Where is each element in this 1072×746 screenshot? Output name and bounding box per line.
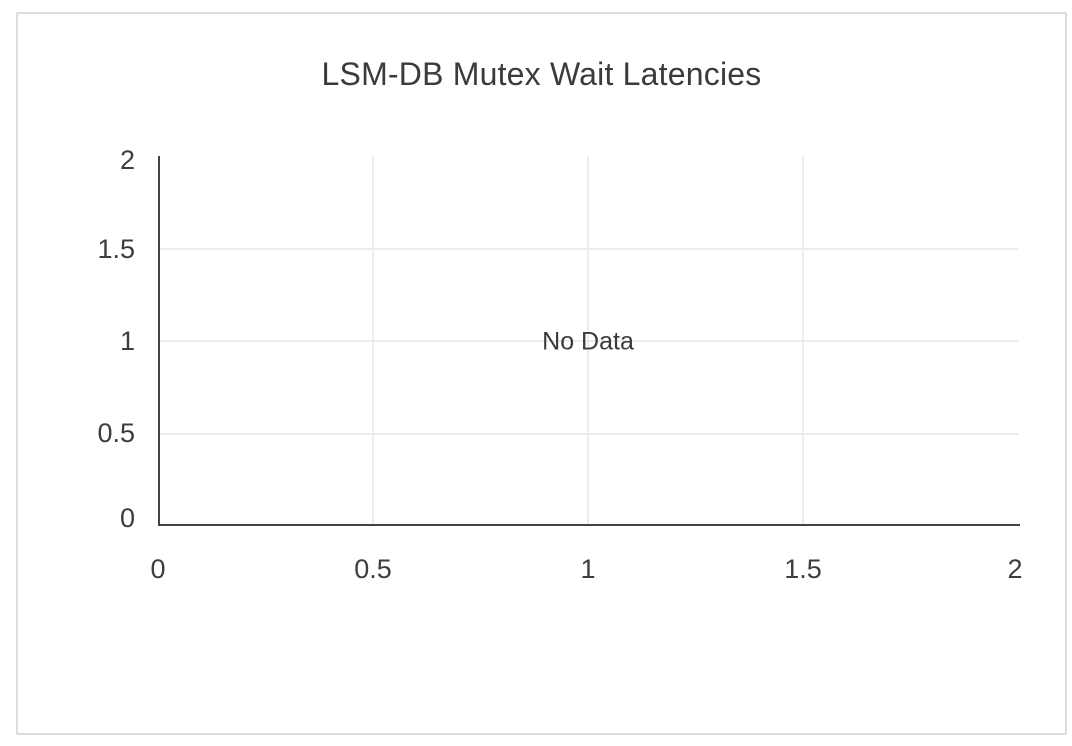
gridline-horizontal-1.5 <box>160 247 1018 250</box>
plot-area: No Data <box>158 156 1020 526</box>
y-axis-tick-label: 0 <box>119 503 135 533</box>
x-axis-line <box>158 524 1020 526</box>
x-axis-tick-label: 0.5 <box>354 554 392 584</box>
y-axis-line <box>158 156 160 526</box>
chart-title: LSM-DB Mutex Wait Latencies <box>321 56 762 92</box>
chart-card: LSM-DB Mutex Wait Latencies No Data 2 1.… <box>16 12 1067 735</box>
no-data-message: No Data <box>542 327 634 356</box>
y-axis-tick-label: 0.5 <box>97 418 135 448</box>
x-axis-tick-label: 2 <box>1007 554 1023 584</box>
gridline-horizontal-1 <box>160 340 1018 342</box>
x-axis-tick-label: 0 <box>150 554 166 584</box>
y-axis-tick-label: 1 <box>119 326 135 356</box>
y-axis-tick-label: 2 <box>119 145 135 175</box>
gridline-horizontal-0.5 <box>160 432 1018 435</box>
x-axis-tick-label: 1.5 <box>784 554 822 584</box>
y-axis-tick-label: 1.5 <box>97 234 135 264</box>
x-axis-tick-label: 1 <box>580 554 596 584</box>
